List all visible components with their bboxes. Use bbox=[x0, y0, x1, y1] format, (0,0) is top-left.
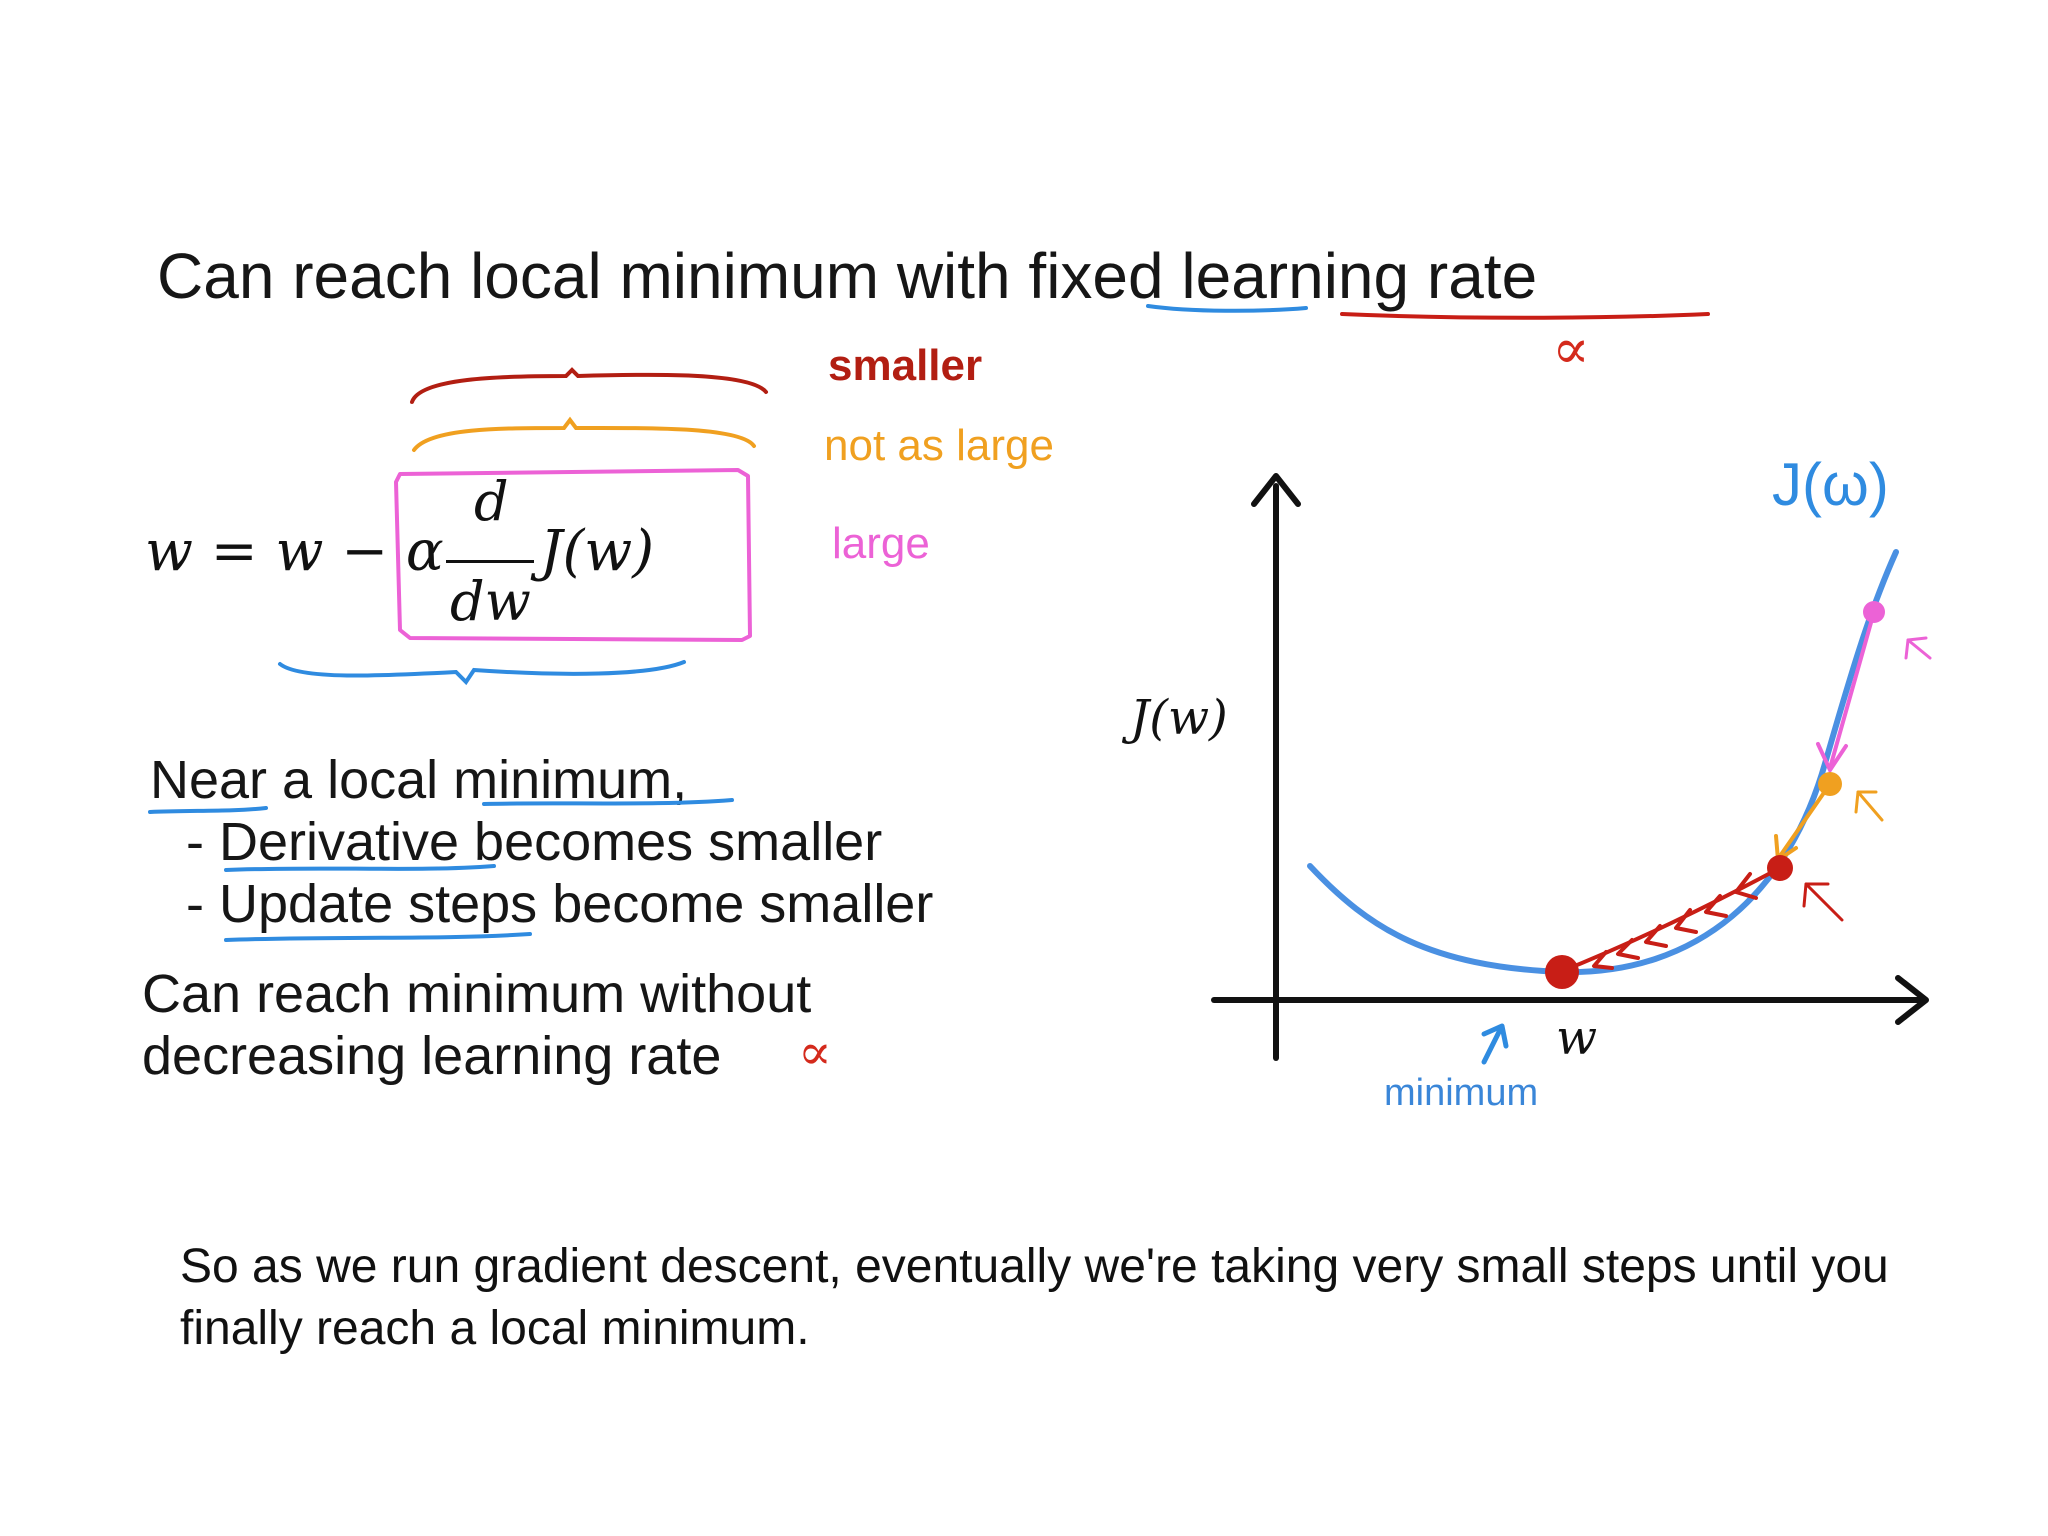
underline-derivative bbox=[224, 864, 496, 872]
fraction-denominator: dw bbox=[450, 570, 531, 633]
brace-not-as-large bbox=[412, 416, 756, 452]
alpha-handwritten-title-note: ∝ bbox=[1552, 317, 1590, 382]
conclusion-line-2: decreasing learning rate bbox=[142, 1026, 722, 1086]
underline-fixed bbox=[1146, 304, 1308, 313]
step-not-as-large bbox=[1778, 782, 1832, 858]
step-large bbox=[1828, 610, 1876, 770]
brace-smaller bbox=[410, 367, 768, 404]
point-large bbox=[1863, 601, 1885, 623]
equation-function: J(w) bbox=[540, 519, 655, 584]
brace-below-equation bbox=[278, 660, 686, 686]
step-small bbox=[1558, 866, 1782, 974]
slide-title: Can reach local minimum with fixed learn… bbox=[157, 240, 1538, 312]
marker-large bbox=[1904, 636, 1932, 660]
box-large bbox=[394, 468, 752, 642]
alpha-handwritten-note: ∝ bbox=[798, 1023, 832, 1081]
y-axis-arrowhead bbox=[1251, 473, 1301, 507]
minimum-label: minimum bbox=[1384, 1072, 1539, 1114]
point-smaller bbox=[1767, 855, 1793, 881]
notes-heading: Near a local minimum, bbox=[150, 750, 688, 810]
cost-curve bbox=[1307, 549, 1899, 976]
underline-learning-rate bbox=[1340, 312, 1710, 320]
minimum-arrow bbox=[1481, 1027, 1503, 1065]
underline-minimum bbox=[482, 798, 734, 806]
conclusion-line-1: Can reach minimum without bbox=[142, 964, 812, 1024]
underline-near bbox=[148, 806, 268, 814]
underline-update-steps bbox=[224, 932, 532, 942]
equation-lhs: w = w − α bbox=[145, 519, 444, 584]
marker-smaller bbox=[1802, 882, 1844, 922]
x-axis-label: w bbox=[1556, 1010, 1598, 1066]
caption: So as we run gradient descent, eventuall… bbox=[180, 1240, 1889, 1355]
x-axis-arrowhead bbox=[1895, 975, 1929, 1025]
notes-bullet-derivative: - Derivative becomes smaller bbox=[186, 812, 883, 872]
notes-bullet-update-steps: - Update steps become smaller bbox=[186, 874, 934, 934]
curve-label: J(ω) bbox=[1772, 451, 1889, 518]
annotation-smaller: smaller bbox=[828, 341, 983, 390]
annotation-not-as-large: not as large bbox=[824, 421, 1054, 470]
fraction-numerator: d bbox=[474, 470, 509, 533]
point-not-as-large bbox=[1818, 772, 1842, 796]
fraction-bar bbox=[446, 560, 534, 563]
annotation-large: large bbox=[832, 519, 930, 568]
point-minimum bbox=[1545, 955, 1579, 989]
step-small-chevrons bbox=[1592, 872, 1758, 970]
minimum-arrowhead bbox=[1481, 1023, 1509, 1049]
step-large-arrowhead bbox=[1816, 742, 1848, 775]
y-axis-label: J(w) bbox=[1130, 690, 1228, 746]
marker-not-as-large bbox=[1854, 790, 1884, 822]
